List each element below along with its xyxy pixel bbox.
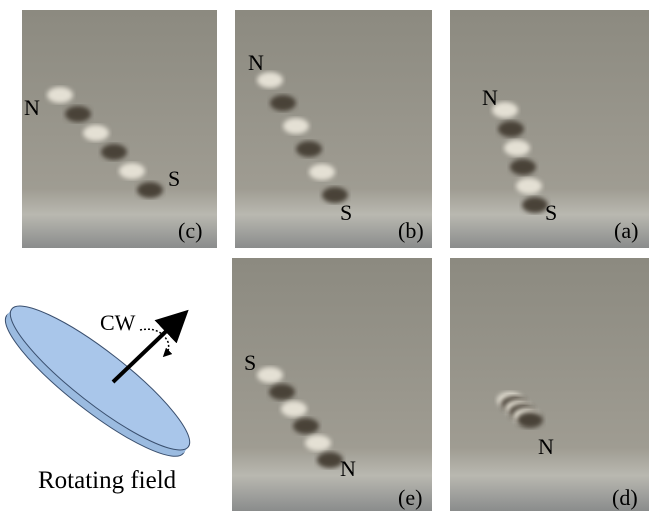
particle — [83, 125, 109, 141]
pole-marker: N — [340, 456, 356, 481]
photo-panel: (d) N — [450, 258, 649, 511]
caption: Rotating field — [38, 467, 177, 494]
pole-marker: S — [545, 200, 557, 225]
photo-background — [22, 10, 217, 248]
panel-label: (a) — [614, 218, 638, 243]
photo-panel: (e) S N — [232, 258, 432, 511]
particle — [305, 435, 331, 451]
particle — [47, 87, 73, 103]
particle — [498, 121, 524, 137]
panel-label: (e) — [398, 485, 422, 510]
pole-marker: S — [340, 200, 352, 225]
particle — [293, 418, 319, 434]
rotation-label: CW — [100, 310, 136, 335]
pole-marker: S — [168, 166, 180, 191]
photo-background — [235, 10, 432, 248]
pole-marker: S — [244, 350, 256, 375]
photo-panel: (a) N S — [450, 10, 649, 248]
particle — [517, 412, 543, 428]
particle — [296, 141, 322, 157]
particle — [504, 140, 530, 156]
panel-label: (b) — [398, 218, 424, 243]
particle — [257, 367, 283, 383]
pole-marker: N — [24, 95, 40, 120]
particle — [309, 164, 335, 180]
particle — [137, 182, 163, 198]
particle — [283, 118, 309, 134]
photo-background — [450, 258, 649, 511]
pole-marker: N — [538, 434, 554, 459]
photo-panel: (b) N S — [235, 10, 432, 248]
rotating-field-diagram: CW Rotating field — [0, 289, 204, 494]
particle — [119, 163, 145, 179]
particle — [65, 106, 91, 122]
particle — [281, 401, 307, 417]
particle — [101, 144, 127, 160]
photo-panel: (c) N S — [22, 10, 217, 248]
panel-label: (d) — [612, 485, 638, 510]
pole-marker: N — [482, 85, 498, 110]
photo-background — [232, 258, 432, 511]
particle — [269, 384, 295, 400]
particle — [270, 95, 296, 111]
figure: (c) N S (b) N S (a) N S (e) S N (d) N CW Rotating fie… — [0, 0, 649, 511]
particle — [516, 178, 542, 194]
particle — [510, 159, 536, 175]
pole-marker: N — [248, 50, 264, 75]
panel-label: (c) — [178, 218, 202, 243]
